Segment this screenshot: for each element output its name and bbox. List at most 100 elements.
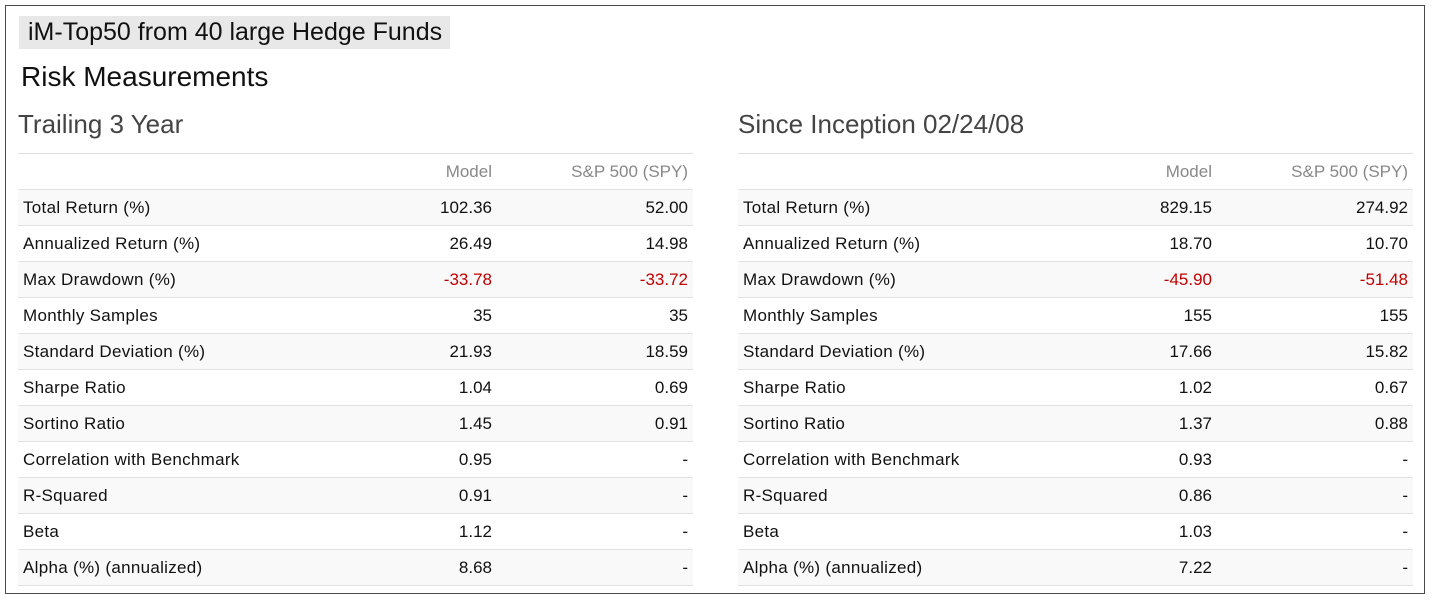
table-header-row: Model S&P 500 (SPY) (738, 153, 1413, 190)
table-row: Max Drawdown (%) -45.90 -51.48 (738, 261, 1413, 298)
table-row: R-Squared 0.86- (738, 477, 1413, 514)
header-benchmark: S&P 500 (SPY) (497, 153, 693, 190)
panel-title: Trailing 3 Year (18, 109, 184, 139)
panel-title: Since Inception 02/24/08 (738, 109, 1025, 139)
row-benchmark-value: 15.82 (1217, 333, 1413, 370)
header-blank (738, 153, 1023, 190)
report-frame: iM-Top50 from 40 large Hedge Funds Risk … (5, 5, 1425, 594)
table-row: Alpha (%) (annualized) 8.68- (18, 549, 693, 586)
row-benchmark-value: - (1217, 441, 1413, 478)
row-label: Max Drawdown (%) (18, 261, 303, 298)
row-model-value: 0.93 (1023, 441, 1217, 478)
row-label: Max Drawdown (%) (738, 261, 1023, 298)
row-model-value: 1.02 (1023, 369, 1217, 406)
row-benchmark-value: -33.72 (497, 261, 693, 298)
row-label: Sortino Ratio (738, 405, 1023, 442)
row-label: Beta (738, 513, 1023, 550)
row-label: Monthly Samples (18, 297, 303, 334)
row-label: Sharpe Ratio (18, 369, 303, 406)
row-model-value: 17.66 (1023, 333, 1217, 370)
table-row: Beta 1.03- (738, 513, 1413, 550)
row-model-value: 829.15 (1023, 189, 1217, 226)
row-label: Correlation with Benchmark (18, 441, 303, 478)
table-row: R-Squared 0.91- (18, 477, 693, 514)
row-benchmark-value: - (497, 549, 693, 586)
table-row: Monthly Samples 35 35 (18, 297, 693, 334)
table-row: Standard Deviation (%) 17.66 15.82 (738, 333, 1413, 370)
row-label: Beta (18, 513, 303, 550)
row-label: Standard Deviation (%) (18, 333, 303, 370)
table-row: Total Return (%) 829.15 274.92 (738, 189, 1413, 226)
row-model-value: 21.93 (303, 333, 497, 370)
table-header-row: Model S&P 500 (SPY) (18, 153, 693, 190)
row-benchmark-value: - (497, 477, 693, 514)
table-row: Standard Deviation (%) 21.93 18.59 (18, 333, 693, 370)
row-label: Total Return (%) (18, 189, 303, 226)
table-row: Sharpe Ratio 1.02 0.67 (738, 369, 1413, 406)
row-model-value: -33.78 (303, 261, 497, 298)
header-model: Model (1023, 153, 1217, 190)
header-blank (18, 153, 303, 190)
page-title: iM-Top50 from 40 large Hedge Funds (19, 16, 451, 49)
row-label: Sortino Ratio (18, 405, 303, 442)
table-row: Sortino Ratio 1.45 0.91 (18, 405, 693, 442)
table-row: Max Drawdown (%) -33.78 -33.72 (18, 261, 693, 298)
table-row: Annualized Return (%) 18.70 10.70 (738, 225, 1413, 262)
row-model-value: 1.37 (1023, 405, 1217, 442)
table-row: Annualized Return (%) 26.49 14.98 (18, 225, 693, 262)
row-model-value: 35 (303, 297, 497, 334)
table-row: Correlation with Benchmark 0.95- (18, 441, 693, 478)
section-title: Risk Measurements (21, 61, 269, 92)
row-benchmark-value: 274.92 (1217, 189, 1413, 226)
table-row: Correlation with Benchmark 0.93- (738, 441, 1413, 478)
row-label: Annualized Return (%) (18, 225, 303, 262)
row-benchmark-value: - (1217, 549, 1413, 586)
row-label: Monthly Samples (738, 297, 1023, 334)
row-benchmark-value: -51.48 (1217, 261, 1413, 298)
since-inception-panel: Since Inception 02/24/08 Model S&P 500 (… (738, 106, 1413, 586)
header-model: Model (303, 153, 497, 190)
row-benchmark-value: 0.67 (1217, 369, 1413, 406)
row-benchmark-value: 0.91 (497, 405, 693, 442)
row-benchmark-value: 35 (497, 297, 693, 334)
row-label: Alpha (%) (annualized) (738, 549, 1023, 586)
row-label: Correlation with Benchmark (738, 441, 1023, 478)
table-row: Beta 1.12- (18, 513, 693, 550)
row-model-value: 1.12 (303, 513, 497, 550)
risk-table: Model S&P 500 (SPY) Total Return (%) 102.… (18, 153, 693, 586)
risk-table: Model S&P 500 (SPY) Total Return (%) 829.… (738, 153, 1413, 586)
table-row: Sortino Ratio 1.37 0.88 (738, 405, 1413, 442)
row-label: R-Squared (738, 477, 1023, 514)
row-model-value: 1.45 (303, 405, 497, 442)
row-label: Sharpe Ratio (738, 369, 1023, 406)
row-benchmark-value: 0.69 (497, 369, 693, 406)
row-label: Alpha (%) (annualized) (18, 549, 303, 586)
row-model-value: 0.91 (303, 477, 497, 514)
row-model-value: 8.68 (303, 549, 497, 586)
row-benchmark-value: 155 (1217, 297, 1413, 334)
table-row: Monthly Samples 155 155 (738, 297, 1413, 334)
row-model-value: 1.03 (1023, 513, 1217, 550)
row-label: R-Squared (18, 477, 303, 514)
row-model-value: 26.49 (303, 225, 497, 262)
row-benchmark-value: 10.70 (1217, 225, 1413, 262)
row-benchmark-value: - (497, 513, 693, 550)
row-model-value: 7.22 (1023, 549, 1217, 586)
row-benchmark-value: 0.88 (1217, 405, 1413, 442)
row-model-value: 1.04 (303, 369, 497, 406)
row-model-value: 0.95 (303, 441, 497, 478)
row-label: Total Return (%) (738, 189, 1023, 226)
row-benchmark-value: - (497, 441, 693, 478)
table-row: Total Return (%) 102.36 52.00 (18, 189, 693, 226)
row-model-value: -45.90 (1023, 261, 1217, 298)
row-benchmark-value: 18.59 (497, 333, 693, 370)
row-benchmark-value: 14.98 (497, 225, 693, 262)
row-model-value: 155 (1023, 297, 1217, 334)
trailing-3-year-panel: Trailing 3 Year Model S&P 500 (SPY) Tota… (18, 106, 693, 586)
row-benchmark-value: 52.00 (497, 189, 693, 226)
row-model-value: 18.70 (1023, 225, 1217, 262)
row-model-value: 102.36 (303, 189, 497, 226)
row-benchmark-value: - (1217, 513, 1413, 550)
row-label: Annualized Return (%) (738, 225, 1023, 262)
table-body: Total Return (%) 829.15 274.92 Annualized R… (738, 189, 1413, 586)
